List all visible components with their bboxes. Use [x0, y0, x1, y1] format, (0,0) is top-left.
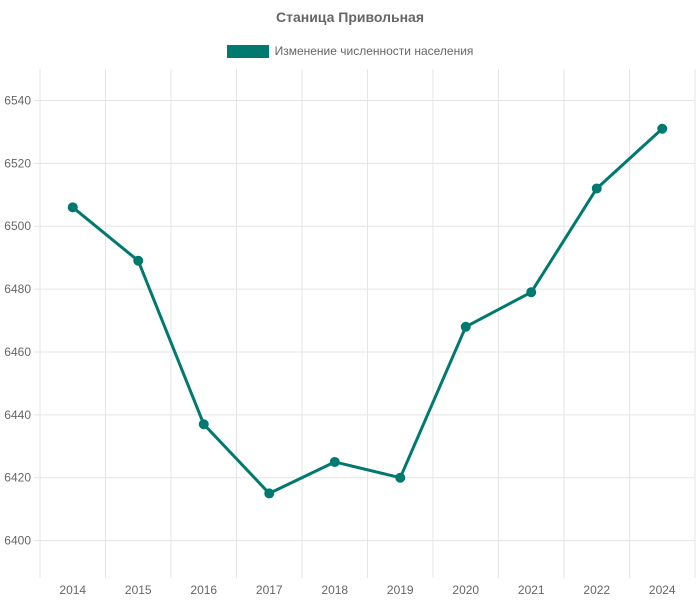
x-tick-label: 2020	[452, 583, 479, 597]
y-tick-label: 6420	[4, 471, 31, 485]
legend[interactable]: Изменение численности населения	[0, 44, 700, 58]
data-point	[526, 287, 537, 298]
x-tick-label: 2015	[125, 583, 152, 597]
data-point	[591, 183, 602, 194]
y-tick-label: 6440	[4, 408, 31, 422]
series-line	[71, 127, 664, 495]
x-tick-label: 2017	[256, 583, 283, 597]
x-tick-label: 2018	[321, 583, 348, 597]
data-point	[657, 123, 668, 134]
x-tick-label: 2014	[59, 583, 86, 597]
data-point	[329, 456, 340, 467]
axis-layer: 6400 6420 6440 6460 6480 6500 6520 6540 2014 2015…	[4, 93, 676, 597]
data-point	[395, 472, 406, 483]
series-layer	[67, 123, 668, 499]
legend-swatch	[226, 44, 269, 58]
y-tick-label: 6500	[4, 219, 31, 233]
data-point	[460, 321, 471, 332]
y-tick-label: 6520	[4, 156, 31, 170]
x-tick-label: 2022	[583, 583, 610, 597]
data-point	[133, 255, 144, 266]
y-tick-label: 6480	[4, 282, 31, 296]
legend-label: Изменение численности населения	[274, 44, 474, 58]
chart-title: Станица Привольная	[275, 9, 425, 25]
x-tick-label: 2024	[649, 583, 676, 597]
x-tick-label: 2019	[387, 583, 414, 597]
y-tick-label: 6400	[4, 534, 31, 548]
data-point	[264, 488, 275, 499]
grid-layer	[34, 69, 696, 578]
data-point	[198, 419, 209, 430]
y-tick-label: 6460	[4, 345, 31, 359]
x-tick-label: 2021	[518, 583, 545, 597]
y-tick-label: 6540	[4, 93, 31, 107]
data-point	[67, 202, 78, 213]
x-tick-label: 2016	[190, 583, 217, 597]
